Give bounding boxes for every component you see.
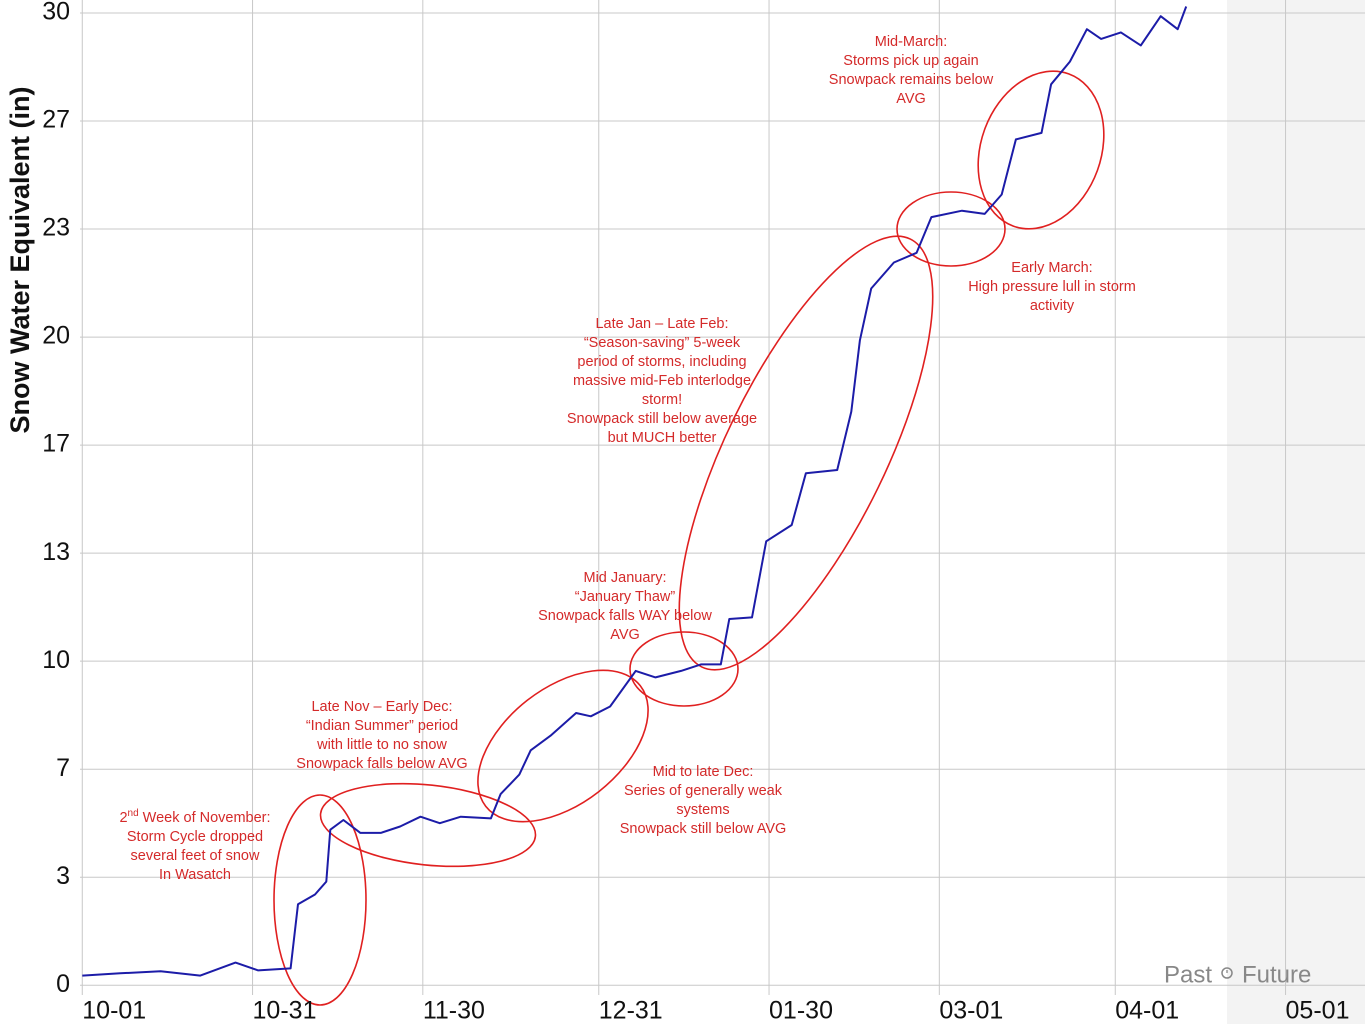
annotation-line: Mid to late Dec: — [653, 764, 754, 780]
future-label: Future — [1242, 961, 1311, 988]
ellipse — [319, 782, 537, 868]
plot — [82, 6, 1188, 977]
annotation-ellipses — [273, 70, 1105, 1006]
annotation-line: “Season-saving” 5-week — [584, 335, 741, 351]
annotation-line: Storm Cycle dropped — [127, 829, 263, 845]
x-tick-label: 04-01 — [1115, 997, 1179, 1024]
y-tick-label: 27 — [42, 106, 70, 134]
annotation-line: Snowpack remains below — [829, 72, 994, 88]
annotation-line: storm! — [642, 392, 682, 408]
x-tick-label: 12-31 — [599, 997, 663, 1024]
annotation-superscript: nd — [128, 808, 139, 819]
annotation-line: Late Nov – Early Dec: — [311, 699, 452, 715]
y-tick-label: 10 — [42, 646, 70, 674]
annotation-line: Series of generally weak — [624, 783, 783, 799]
annotation-line: High pressure lull in storm — [968, 279, 1136, 295]
annotation-line: “January Thaw” — [575, 589, 676, 605]
y-tick-label: 0 — [56, 970, 70, 998]
y-tick-label: 13 — [42, 538, 70, 566]
annotation-line: Storms pick up again — [843, 53, 978, 69]
x-tick-label: 11-30 — [423, 997, 485, 1024]
ellipse — [977, 70, 1105, 230]
ellipse — [896, 191, 1006, 267]
x-tick-label: 10-31 — [253, 997, 317, 1024]
y-tick-label: 23 — [42, 214, 70, 242]
annotation-line: “Indian Summer” period — [306, 718, 458, 734]
future-region — [1227, 0, 1365, 1024]
grid — [80, 0, 1365, 995]
annotation-line: Mid-March: — [875, 34, 948, 50]
ellipse — [678, 235, 934, 671]
y-tick-label: 17 — [42, 430, 70, 458]
annotation-line: Snowpack still below AVG — [620, 821, 787, 837]
x-tick-label: 03-01 — [939, 997, 1003, 1024]
annotation-line: Late Jan – Late Feb: — [595, 316, 728, 332]
annotation-line: with little to no snow — [316, 737, 447, 753]
ellipse — [273, 794, 367, 1006]
annotation-line: Snowpack falls below AVG — [296, 756, 467, 772]
y-tick-label: 7 — [56, 754, 70, 782]
y-tick-label: 3 — [56, 862, 70, 890]
annotation-line: several feet of snow — [131, 848, 260, 864]
annotation-text: 2 — [119, 810, 127, 826]
annotation-line: but MUCH better — [608, 430, 717, 446]
annotation-line: AVG — [610, 627, 640, 643]
clock-icon — [1221, 967, 1233, 979]
annotations: 2nd Week of November: Storm Cycle dropped… — [119, 34, 1135, 883]
annotation-text: Week of November: — [139, 810, 271, 826]
y-axis-label: Snow Water Equivalent (in) — [5, 86, 35, 433]
annotation-line: Snowpack still below average — [567, 411, 757, 427]
ellipse — [629, 631, 739, 707]
ellipse — [477, 669, 649, 823]
x-tick-label: 01-30 — [769, 997, 833, 1024]
annotation-line: massive mid-Feb interlodge — [573, 373, 751, 389]
x-tick-label: 10-01 — [82, 997, 146, 1024]
annotation-line: 2nd Week of November: — [119, 808, 270, 826]
annotation-line: period of storms, including — [577, 354, 746, 370]
series-line — [82, 6, 1188, 977]
past-label: Past — [1164, 961, 1212, 988]
annotation-line: activity — [1030, 298, 1075, 314]
annotation-line: Mid January: — [583, 570, 666, 586]
x-tick-label: 05-01 — [1286, 997, 1350, 1024]
annotation-line: systems — [676, 802, 729, 818]
annotation-line: In Wasatch — [159, 867, 231, 883]
y-tick-label: 30 — [42, 0, 70, 26]
annotation-line: AVG — [896, 91, 926, 107]
annotation-line: Early March: — [1011, 260, 1092, 276]
annotation-line: Snowpack falls WAY below — [538, 608, 712, 624]
y-tick-label: 20 — [42, 322, 70, 350]
